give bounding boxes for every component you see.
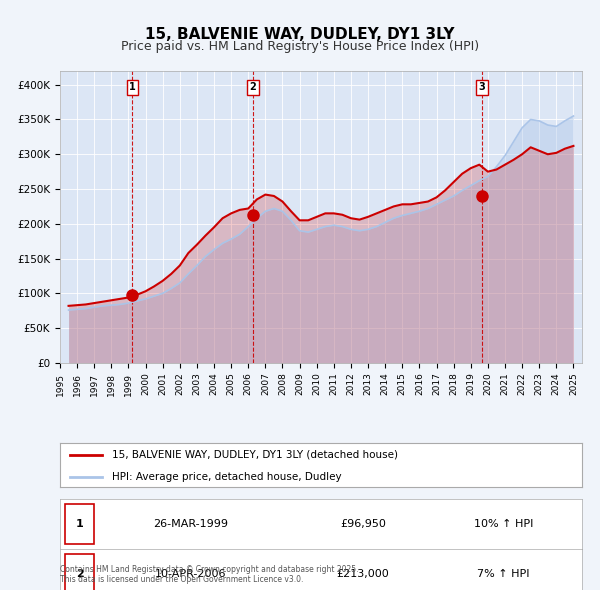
- Text: 15, BALVENIE WAY, DUDLEY, DY1 3LY: 15, BALVENIE WAY, DUDLEY, DY1 3LY: [145, 27, 455, 41]
- Text: 2: 2: [76, 569, 84, 579]
- FancyBboxPatch shape: [65, 553, 94, 590]
- Text: Price paid vs. HM Land Registry's House Price Index (HPI): Price paid vs. HM Land Registry's House …: [121, 40, 479, 53]
- Text: 1: 1: [129, 83, 136, 93]
- Text: 1: 1: [76, 519, 84, 529]
- Text: 10-APR-2006: 10-APR-2006: [155, 569, 226, 579]
- Text: £96,950: £96,950: [340, 519, 386, 529]
- Text: Contains HM Land Registry data © Crown copyright and database right 2025.
This d: Contains HM Land Registry data © Crown c…: [60, 565, 359, 584]
- FancyBboxPatch shape: [65, 504, 94, 544]
- Text: 2: 2: [250, 83, 256, 93]
- Text: £213,000: £213,000: [337, 569, 389, 579]
- Text: 15, BALVENIE WAY, DUDLEY, DY1 3LY (detached house): 15, BALVENIE WAY, DUDLEY, DY1 3LY (detac…: [112, 450, 398, 460]
- Text: 3: 3: [479, 83, 485, 93]
- Text: 10% ↑ HPI: 10% ↑ HPI: [474, 519, 533, 529]
- Text: 7% ↑ HPI: 7% ↑ HPI: [478, 569, 530, 579]
- Text: 26-MAR-1999: 26-MAR-1999: [153, 519, 228, 529]
- Text: HPI: Average price, detached house, Dudley: HPI: Average price, detached house, Dudl…: [112, 472, 342, 482]
